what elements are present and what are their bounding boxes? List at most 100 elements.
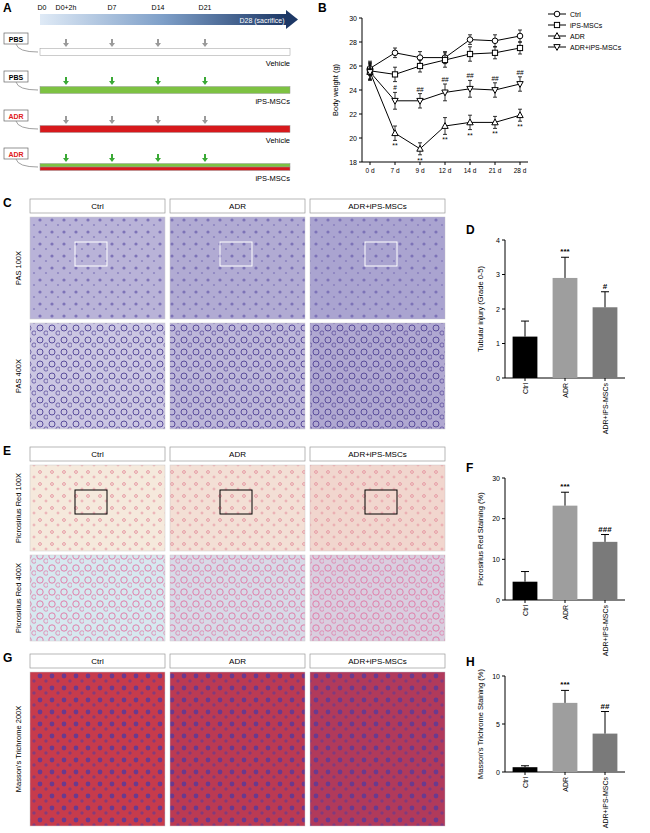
figure: AD0D0+2hD7D14D21D28 (sacrifice)PBSVehicl… [0, 0, 650, 833]
y-tick-label: 30 [349, 15, 357, 22]
significance: ** [467, 132, 473, 139]
error-bar [601, 535, 609, 542]
y-tick-label: 18 [349, 159, 357, 166]
micrograph [310, 217, 445, 319]
injection-arrow [109, 116, 115, 124]
column-header-box [170, 447, 305, 461]
group-box [4, 71, 28, 82]
y-axis [505, 478, 506, 600]
inset-box [365, 490, 397, 514]
treatment-line [40, 87, 290, 94]
treatment-label: iPS-MSCs [255, 174, 290, 183]
data-point [517, 112, 523, 118]
x-tick [605, 600, 606, 603]
injection-arrow [109, 39, 115, 47]
y-tick [502, 518, 505, 519]
micrograph-tint [310, 672, 445, 826]
error-bar [393, 67, 397, 81]
y-tick-label: 22 [349, 111, 357, 118]
y-tick [502, 378, 505, 379]
y-tick-label: 1 [496, 340, 500, 347]
group-box [4, 33, 28, 44]
x-tick [565, 772, 566, 775]
x-tick-label: 0 d [365, 167, 374, 174]
x-tick [445, 162, 446, 165]
y-tick [359, 114, 362, 115]
data-point [492, 38, 498, 44]
x-tick-label: Ctrl [522, 383, 529, 394]
y-axis-title: Picrosirius Red Staining (%) [476, 492, 485, 586]
significance: ### [598, 525, 612, 534]
x-tick-label: 21 d [489, 167, 502, 174]
treatment-line [40, 49, 290, 56]
series-line [370, 36, 520, 68]
timeline-arrow [286, 10, 298, 29]
significance: ** [517, 123, 523, 130]
data-point [467, 119, 473, 125]
y-tick-label: 3 [496, 271, 500, 278]
significance: ## [416, 86, 424, 93]
x-tick-label: ADR+iPS-MSCs [602, 383, 609, 435]
legend-label: iPS-MSCs [570, 22, 603, 29]
group-label: ADR [8, 113, 23, 120]
y-tick-label: 20 [349, 135, 357, 142]
y-tick [359, 90, 362, 91]
bar [593, 542, 618, 600]
column-header-box [170, 654, 305, 668]
column-header-box [30, 199, 165, 213]
error-bar [561, 257, 569, 278]
treatment-label: Vehicle [266, 136, 290, 145]
y-tick [502, 240, 505, 241]
injection-arrow [155, 116, 161, 124]
y-tick-label: 4 [496, 237, 500, 244]
injection-arrow [63, 116, 69, 124]
data-point [467, 37, 473, 43]
x-tick [470, 162, 471, 165]
timepoint: D0+2h [56, 4, 77, 11]
column-header: ADR [229, 450, 246, 459]
inset-box [75, 490, 107, 514]
y-tick [359, 162, 362, 163]
group-label: ADR [8, 151, 23, 158]
data-point [417, 145, 423, 151]
data-point [467, 51, 472, 56]
y-tick [502, 772, 505, 773]
y-tick-label: 5 [496, 721, 500, 728]
x-tick [495, 162, 496, 165]
legend-label: ADR [570, 33, 585, 40]
error-bar [443, 53, 447, 67]
injection-arrow [109, 77, 115, 85]
micrograph [30, 465, 165, 551]
connector [16, 44, 38, 52]
y-tick-label: 10 [492, 673, 500, 680]
data-point [417, 55, 423, 61]
micrograph [170, 217, 305, 319]
y-tick [502, 478, 505, 479]
micrograph [30, 555, 165, 641]
data-point [392, 98, 398, 104]
x-tick [605, 772, 606, 775]
x-tick [525, 378, 526, 381]
data-point [442, 57, 447, 62]
treatment-line [40, 167, 290, 171]
y-tick [502, 676, 505, 677]
micrograph [170, 672, 305, 826]
column-header-box [310, 654, 445, 668]
x-tick [370, 162, 371, 165]
row-label: Picrosirius Red 400X [14, 563, 23, 633]
error-bar [418, 60, 422, 72]
error-bar [601, 712, 609, 734]
panel-label: G [3, 651, 12, 665]
injection-arrow [63, 154, 69, 162]
micrograph [30, 323, 165, 429]
injection-arrow [202, 77, 208, 85]
error-bar [493, 35, 497, 47]
data-point [492, 50, 497, 55]
timeline-bar [40, 14, 286, 25]
x-tick-label: 7 d [390, 167, 399, 174]
significance: *** [560, 247, 570, 256]
y-tick-label: 10 [492, 556, 500, 563]
error-bar [561, 690, 569, 702]
data-point [417, 63, 422, 68]
data-point [392, 130, 398, 136]
